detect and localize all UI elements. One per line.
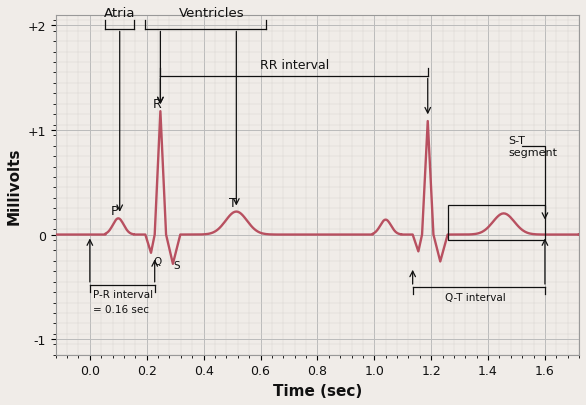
Text: RR interval: RR interval [260,59,329,72]
Text: Ventricles: Ventricles [179,7,244,20]
Bar [448,206,545,240]
Text: P-R interval: P-R interval [93,290,153,300]
Text: Q-T interval: Q-T interval [445,293,505,303]
Text: Q: Q [153,256,161,266]
Text: R: R [153,98,162,111]
Text: T: T [229,197,236,210]
Text: S-T
segment: S-T segment [508,136,557,158]
X-axis label: Time (sec): Time (sec) [272,383,362,398]
Text: = 0.16 sec: = 0.16 sec [93,304,149,314]
Text: S: S [173,260,179,270]
Y-axis label: Millivolts: Millivolts [7,147,22,224]
Text: Atria: Atria [104,7,135,20]
Text: P: P [111,204,119,217]
